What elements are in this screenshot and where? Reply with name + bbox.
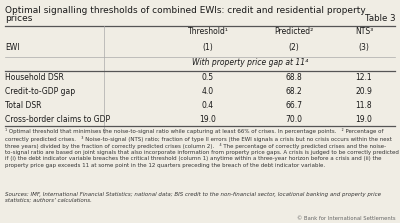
Text: ¹ Optimal threshold that minimises the noise-to-signal ratio while capturing at : ¹ Optimal threshold that minimises the n… (5, 128, 399, 168)
Text: Threshold¹: Threshold¹ (188, 27, 228, 36)
Text: 20.9: 20.9 (356, 87, 372, 96)
Text: Sources: IMF, International Financial Statistics; national data; BIS credit to t: Sources: IMF, International Financial St… (5, 192, 381, 203)
Text: 68.8: 68.8 (286, 73, 302, 82)
Text: © Bank for International Settlements: © Bank for International Settlements (296, 216, 395, 221)
Text: Cross-border claims to GDP: Cross-border claims to GDP (5, 115, 110, 124)
Text: 12.1: 12.1 (356, 73, 372, 82)
Text: EWI: EWI (5, 43, 19, 52)
Text: Total DSR: Total DSR (5, 101, 41, 110)
Text: (2): (2) (289, 43, 299, 52)
Text: Predicted²: Predicted² (274, 27, 314, 36)
Text: 68.2: 68.2 (286, 87, 302, 96)
Text: 19.0: 19.0 (200, 115, 216, 124)
Text: Credit-to-GDP gap: Credit-to-GDP gap (5, 87, 75, 96)
Text: 0.4: 0.4 (202, 101, 214, 110)
Text: 66.7: 66.7 (286, 101, 302, 110)
Text: 4.0: 4.0 (202, 87, 214, 96)
Text: prices: prices (5, 14, 32, 23)
Text: 11.8: 11.8 (356, 101, 372, 110)
Text: 0.5: 0.5 (202, 73, 214, 82)
Text: (3): (3) (358, 43, 370, 52)
Text: 70.0: 70.0 (286, 115, 302, 124)
Text: With property price gap at 11⁴: With property price gap at 11⁴ (192, 58, 308, 67)
Text: Table 3: Table 3 (364, 14, 395, 23)
Text: Optimal signalling thresholds of combined EWIs: credit and residential property: Optimal signalling thresholds of combine… (5, 6, 366, 14)
Text: (1): (1) (203, 43, 213, 52)
Text: Household DSR: Household DSR (5, 73, 64, 82)
Text: NTS³: NTS³ (355, 27, 373, 36)
Text: 19.0: 19.0 (356, 115, 372, 124)
